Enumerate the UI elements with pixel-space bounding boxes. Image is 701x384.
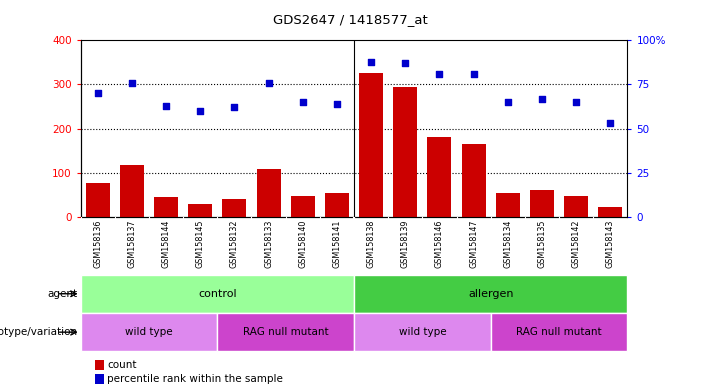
Point <box>161 103 172 109</box>
Bar <box>189 204 212 217</box>
Text: GSM158145: GSM158145 <box>196 220 205 268</box>
Text: count: count <box>107 360 137 370</box>
Bar <box>120 165 144 217</box>
Text: GSM158139: GSM158139 <box>401 220 410 268</box>
Bar <box>359 73 383 217</box>
Text: RAG null mutant: RAG null mutant <box>516 327 602 337</box>
Text: RAG null mutant: RAG null mutant <box>243 327 329 337</box>
Bar <box>154 197 178 217</box>
Text: GSM158147: GSM158147 <box>469 220 478 268</box>
Text: wild type: wild type <box>125 327 172 337</box>
Text: genotype/variation: genotype/variation <box>0 327 77 337</box>
Bar <box>530 190 554 217</box>
Bar <box>564 196 588 217</box>
Bar <box>354 313 491 351</box>
Text: GSM158142: GSM158142 <box>571 220 580 268</box>
Text: GSM158143: GSM158143 <box>606 220 615 268</box>
Point <box>536 96 547 102</box>
Bar <box>496 193 519 217</box>
Text: GSM158136: GSM158136 <box>93 220 102 268</box>
Text: GSM158133: GSM158133 <box>264 220 273 268</box>
Bar <box>291 196 315 217</box>
Text: GSM158144: GSM158144 <box>161 220 170 268</box>
Text: control: control <box>198 289 237 299</box>
Bar <box>217 313 354 351</box>
Text: GSM158140: GSM158140 <box>298 220 307 268</box>
Text: GSM158135: GSM158135 <box>538 220 547 268</box>
Bar <box>354 275 627 313</box>
Point <box>195 108 206 114</box>
Text: wild type: wild type <box>399 327 446 337</box>
Text: GSM158141: GSM158141 <box>332 220 341 268</box>
Bar <box>81 313 217 351</box>
Bar <box>222 199 246 217</box>
Text: GSM158138: GSM158138 <box>367 220 376 268</box>
Point <box>605 120 616 126</box>
Point <box>229 104 240 111</box>
Point <box>263 79 274 86</box>
Point <box>332 101 343 107</box>
Text: agent: agent <box>47 289 77 299</box>
Bar <box>86 182 109 217</box>
Point <box>571 99 582 105</box>
Point <box>400 60 411 66</box>
Point <box>126 79 137 86</box>
Text: percentile rank within the sample: percentile rank within the sample <box>107 374 283 384</box>
Bar <box>257 169 280 217</box>
Bar <box>325 193 349 217</box>
Point <box>502 99 513 105</box>
Point <box>365 58 376 65</box>
Text: GSM158134: GSM158134 <box>503 220 512 268</box>
Text: GSM158146: GSM158146 <box>435 220 444 268</box>
Point <box>434 71 445 77</box>
Bar <box>491 313 627 351</box>
Point <box>297 99 308 105</box>
Text: GSM158132: GSM158132 <box>230 220 239 268</box>
Text: allergen: allergen <box>468 289 513 299</box>
Point <box>92 90 103 96</box>
Bar <box>462 144 486 217</box>
Text: GDS2647 / 1418577_at: GDS2647 / 1418577_at <box>273 13 428 26</box>
Text: GSM158137: GSM158137 <box>128 220 137 268</box>
Point <box>468 71 479 77</box>
Bar <box>599 207 622 217</box>
Bar <box>428 137 451 217</box>
Bar <box>393 87 417 217</box>
Bar <box>81 275 354 313</box>
